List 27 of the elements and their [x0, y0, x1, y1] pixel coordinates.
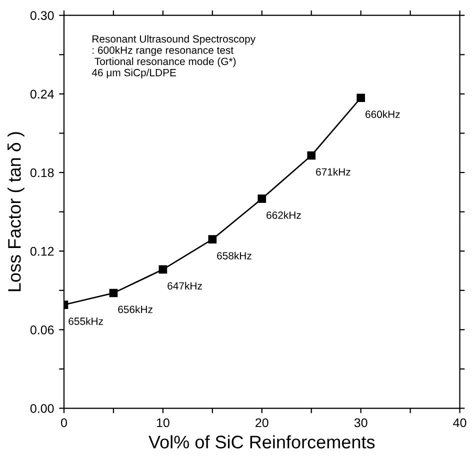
- point: [158, 265, 168, 274]
- y-tick-label: 0.24: [30, 90, 54, 99]
- x-tick-label: 30: [354, 418, 368, 428]
- y-tick-label: 0.12: [30, 246, 54, 256]
- point: [258, 194, 266, 203]
- annotation: 655kHz: [68, 317, 103, 325]
- y-tick-label: 0.06: [30, 325, 54, 334]
- x-axis-title: Vol% of SiC Reinforcements: [148, 435, 375, 448]
- annotation: 662kHz: [266, 211, 301, 219]
- y-tick-label: 0.30: [30, 11, 54, 20]
- annotation: 658kHz: [217, 252, 252, 260]
- point: [307, 151, 316, 160]
- annotation: 656kHz: [118, 306, 152, 314]
- point: [109, 288, 118, 298]
- annotation: Resonant Ultrasound Spectroscopy : 600kHz range resonance test Tortional resonance mode (G*) 46 μm SiCp/LDPE: [92, 34, 256, 78]
- x-tick-label: 10: [156, 418, 170, 428]
- y-tick-label: 0.18: [30, 168, 54, 178]
- point: [208, 235, 217, 244]
- x-tick-label: 40: [453, 418, 466, 428]
- x-tick-label: 20: [256, 418, 268, 428]
- y-axis-title: Loss Factor ( tan δ ): [8, 132, 24, 292]
- y-tick-label: 0.00: [30, 404, 54, 413]
- annotation: 660kHz: [366, 110, 400, 118]
- x-tick-label: 0: [61, 418, 67, 428]
- annotation: 671kHz: [316, 168, 350, 176]
- annotation: 647kHz: [168, 282, 202, 290]
- point: [356, 94, 365, 102]
